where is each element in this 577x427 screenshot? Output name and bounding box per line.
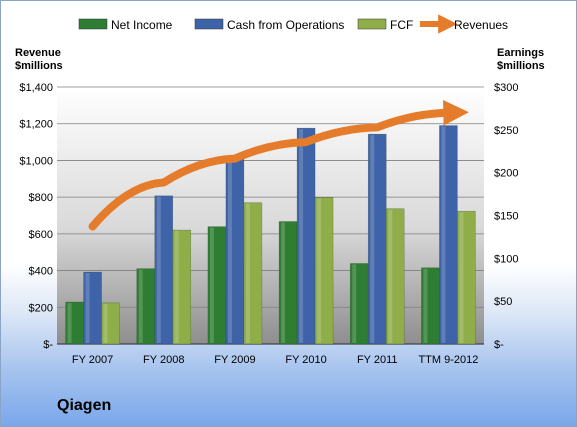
bar-fcf — [101, 302, 120, 345]
bar-highlight — [138, 269, 143, 343]
bar-highlight — [67, 303, 72, 343]
right-tick-label: $- — [494, 339, 504, 351]
right-tick-label: $300 — [494, 82, 518, 94]
bar-highlight — [227, 157, 232, 343]
left-tick-label: $400 — [29, 266, 53, 278]
revenue-line — [88, 100, 469, 231]
bar-highlight — [156, 196, 161, 343]
x-tick-label: FY 2008 — [143, 354, 184, 366]
legend-label-fcf: FCF — [390, 18, 413, 32]
legend-swatch-net-income — [78, 18, 108, 30]
bar-highlight — [174, 231, 179, 343]
legend-swatch-fcf — [357, 18, 387, 30]
right-axis-title: Earnings $millions — [497, 47, 545, 73]
bar-highlight — [281, 222, 286, 343]
right-axis-title-line2: $millions — [497, 60, 545, 72]
plot-area — [57, 87, 484, 344]
bar-highlight — [103, 303, 108, 343]
bar-highlight — [370, 135, 375, 343]
left-tick-label: $- — [43, 339, 53, 351]
bar-highlight — [245, 203, 250, 343]
bar-fcf — [385, 208, 405, 345]
right-axis-title-line1: Earnings — [497, 47, 545, 59]
legend: Net Income Cash from Operations FCF Revenue… — [78, 14, 508, 34]
bar-fcf — [457, 210, 476, 345]
left-axis-title-line1: Revenue — [15, 47, 61, 59]
bar-highlight — [85, 273, 90, 343]
bar-highlight — [441, 126, 446, 343]
bar-highlight — [459, 212, 464, 343]
right-tick-label: $250 — [494, 125, 518, 137]
revenue-arrow — [88, 100, 469, 231]
right-tick-label: $200 — [494, 168, 518, 180]
x-tick-label: FY 2011 — [357, 354, 398, 366]
bar-highlight — [317, 198, 322, 343]
right-axis-ticks: $- $50 $100 $150 $200 $250 $300 — [494, 82, 518, 351]
bar-highlight — [209, 227, 214, 343]
legend-swatch-cash-from-operations — [194, 18, 224, 30]
left-tick-label: $200 — [29, 302, 53, 314]
x-tick-label: TTM 9-2012 — [418, 354, 478, 366]
left-tick-label: $1,400 — [19, 82, 53, 94]
x-tick-label: FY 2007 — [72, 354, 113, 366]
x-axis-ticks: FY 2007 FY 2008 FY 2009 FY 2010 FY 2011 TTM 9… — [72, 354, 478, 366]
left-axis-title-line2: $millions — [15, 60, 63, 72]
bar-highlight — [352, 264, 357, 343]
x-tick-label: FY 2010 — [285, 354, 326, 366]
right-tick-label: $50 — [494, 296, 512, 308]
x-tick-label: FY 2009 — [214, 354, 255, 366]
left-tick-label: $800 — [29, 192, 53, 204]
bar-fcf — [243, 202, 263, 345]
left-tick-label: $1,000 — [19, 155, 53, 167]
company-name: Qiagen — [57, 397, 112, 414]
bar-highlight — [423, 268, 428, 343]
bar-fcf — [314, 197, 334, 345]
right-tick-label: $150 — [494, 211, 518, 223]
bars — [65, 125, 476, 345]
left-tick-label: $1,200 — [19, 119, 53, 131]
bar-highlight — [299, 129, 304, 343]
legend-label-revenues: Revenues — [454, 18, 508, 32]
bar-fcf — [172, 229, 192, 345]
left-tick-label: $600 — [29, 229, 53, 241]
left-axis-ticks: $- $200 $400 $600 $800 $1,000 $1,200 $1,400 — [19, 82, 53, 351]
left-axis-title: Revenue $millions — [15, 47, 63, 73]
right-tick-label: $100 — [494, 253, 518, 265]
legend-label-cash-from-operations: Cash from Operations — [227, 18, 344, 32]
bar-highlight — [388, 209, 393, 343]
legend-label-net-income: Net Income — [111, 18, 173, 32]
